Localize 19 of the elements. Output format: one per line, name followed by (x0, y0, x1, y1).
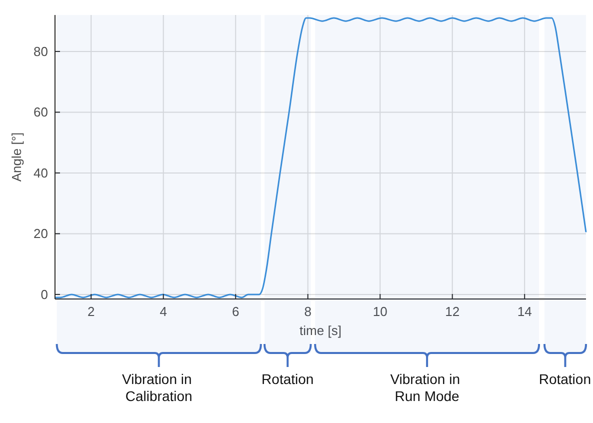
band-label: Vibration in Run Mode (390, 371, 464, 404)
x-tick-label: 10 (372, 304, 388, 319)
y-tick-label: 80 (34, 44, 48, 59)
y-tick-label: 60 (34, 104, 48, 120)
y-tick-label: 20 (34, 226, 48, 242)
x-tick-label: 2 (88, 304, 95, 319)
band-label: Vibration in Calibration (122, 371, 196, 404)
legend-label: Rotation (262, 371, 314, 387)
legend-label: Rotation (538, 371, 591, 387)
x-tick-label: 4 (160, 304, 167, 319)
y-tick-label: 0 (40, 286, 48, 302)
x-tick-label: 6 (232, 304, 240, 319)
line-series (54, 17, 587, 298)
x-tick-label: 12 (445, 304, 460, 319)
y-tick-label: 40 (34, 165, 48, 180)
x-tick-label: 8 (304, 304, 312, 319)
x-axis-title: time [s] (300, 323, 342, 338)
y-axis-title: Angle [°] (9, 132, 24, 182)
x-tick-label: 14 (517, 304, 532, 319)
